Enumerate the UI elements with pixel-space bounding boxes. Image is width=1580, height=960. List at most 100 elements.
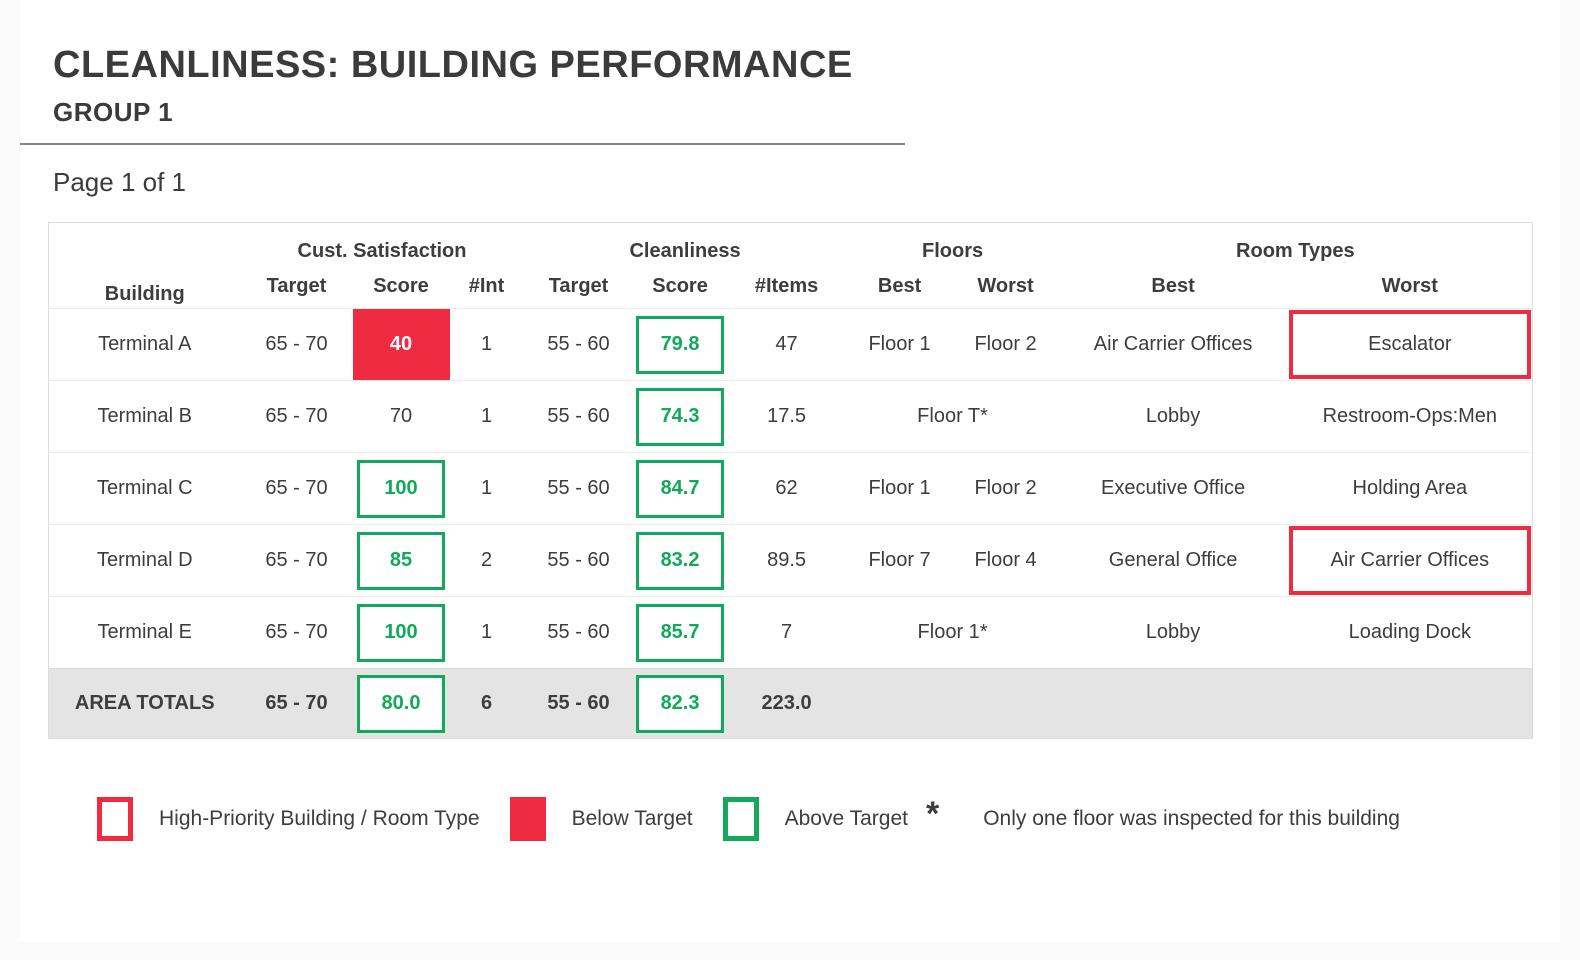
totals-cs-score-cell: 80.0 xyxy=(352,668,450,739)
group-header-floors: Floors xyxy=(922,239,984,262)
floor-best-cell: Floor 7 xyxy=(846,524,953,597)
num-items-cell: 62 xyxy=(726,452,847,525)
cl-target-cell: 55 - 60 xyxy=(523,524,634,597)
totals-cl-target-cell: 55 - 60 xyxy=(523,668,634,739)
room-best-cell: Executive Office xyxy=(1058,452,1288,525)
room-worst-cell: Restroom-Ops:Men xyxy=(1287,380,1533,453)
above-target-badge: 100 xyxy=(357,603,445,662)
col-header-floors-best: Best xyxy=(877,274,922,297)
cl-score-cell: 85.7 xyxy=(633,596,727,669)
floor-worst-cell: Floor 4 xyxy=(952,524,1059,597)
col-header-rooms-best: Best xyxy=(1151,274,1195,297)
col-header-num-inspections: #Int xyxy=(468,274,505,297)
header-group-row: Building Cust. Satisfaction Cleanliness … xyxy=(49,223,1533,306)
num-inspections-cell: 1 xyxy=(449,452,524,525)
legend: High-Priority Building / Room Type Below… xyxy=(97,797,1560,841)
cl-target-cell: 55 - 60 xyxy=(523,452,634,525)
header-sub-row: Target Score #Int Target Score #Items Be… xyxy=(49,265,1533,309)
room-best-cell: General Office xyxy=(1058,524,1288,597)
num-items-cell: 7 xyxy=(726,596,847,669)
green-outline-swatch-icon xyxy=(722,797,759,841)
building-cell: Terminal E xyxy=(48,596,241,669)
table-row-terminal-c: Terminal C 65 - 70 100 1 55 - 60 84.7 62… xyxy=(48,452,1533,525)
cs-score-cell: 85 xyxy=(352,524,450,597)
group-header-cleanliness: Cleanliness xyxy=(629,239,741,262)
cs-score-cell: 40 xyxy=(352,308,450,381)
floor-combined-cell: Floor 1* xyxy=(846,596,1059,669)
cs-score-cell: 100 xyxy=(352,452,450,525)
title-block: CLEANLINESS: BUILDING PERFORMANCE GROUP … xyxy=(20,0,1560,125)
room-best-cell: Lobby xyxy=(1058,380,1288,453)
above-target-badge: 84.7 xyxy=(636,459,725,518)
room-worst-cell: Holding Area xyxy=(1287,452,1533,525)
floor-worst-cell: Floor 2 xyxy=(952,308,1059,381)
page-title: CLEANLINESS: BUILDING PERFORMANCE xyxy=(53,44,853,86)
building-cell: Terminal D xyxy=(48,524,241,597)
above-target-badge: 79.8 xyxy=(636,315,725,374)
room-worst-cell: Air Carrier Offices xyxy=(1287,524,1533,597)
num-inspections-cell: 2 xyxy=(449,524,524,597)
asterisk-note: Only one floor was inspected for this bu… xyxy=(983,807,1400,830)
page-indicator: Page 1 of 1 xyxy=(53,167,186,197)
cs-target-cell: 65 - 70 xyxy=(240,452,353,525)
num-items-cell: 47 xyxy=(726,308,847,381)
legend-item-above-target: Above Target xyxy=(722,797,908,841)
above-target-badge: 74.3 xyxy=(636,387,725,446)
above-target-badge: 83.2 xyxy=(636,531,725,590)
group-header-room-types: Room Types xyxy=(1236,239,1355,262)
legend-item-below-target: Below Target xyxy=(509,797,693,841)
col-header-rooms-worst: Worst xyxy=(1381,274,1438,297)
table-header: Building Cust. Satisfaction Cleanliness … xyxy=(49,223,1533,309)
col-header-building: Building xyxy=(104,283,185,305)
high-priority-badge: Escalator xyxy=(1288,310,1532,379)
num-items-cell: 89.5 xyxy=(726,524,847,597)
building-cell: Terminal B xyxy=(48,380,241,453)
group-header-cust-satisfaction: Cust. Satisfaction xyxy=(297,239,467,262)
red-outline-swatch-icon xyxy=(97,797,133,841)
room-worst-cell: Loading Dock xyxy=(1287,596,1533,669)
col-header-num-items: #Items xyxy=(754,274,819,297)
col-header-cl-score: Score xyxy=(652,274,708,297)
cl-target-cell: 55 - 60 xyxy=(523,380,634,453)
totals-cl-score-cell: 82.3 xyxy=(633,668,727,739)
num-items-cell: 17.5 xyxy=(726,380,847,453)
above-target-badge: 80.0 xyxy=(357,674,445,733)
totals-row: AREA TOTALS 65 - 70 80.0 6 55 - 60 82.3 … xyxy=(48,668,1533,739)
cs-target-cell: 65 - 70 xyxy=(240,308,353,381)
cl-score-cell: 83.2 xyxy=(633,524,727,597)
cl-score-cell: 79.8 xyxy=(633,308,727,381)
high-priority-badge: Air Carrier Offices xyxy=(1288,526,1532,595)
cs-score-cell: 70 xyxy=(352,380,450,453)
cs-target-cell: 65 - 70 xyxy=(240,596,353,669)
legend-item-asterisk-note: * Only one floor was inspected for this … xyxy=(908,797,1400,831)
above-target-badge: 85 xyxy=(357,531,445,590)
title-divider xyxy=(20,143,905,145)
floor-best-cell: Floor 1 xyxy=(846,308,953,381)
floor-worst-cell: Floor 2 xyxy=(952,452,1059,525)
table-row-terminal-e: Terminal E 65 - 70 100 1 55 - 60 85.7 7 … xyxy=(48,596,1533,669)
cs-target-cell: 65 - 70 xyxy=(240,524,353,597)
page-subtitle: GROUP 1 xyxy=(53,97,174,127)
legend-label: Above Target xyxy=(784,807,908,830)
num-inspections-cell: 1 xyxy=(449,596,524,669)
room-worst-cell: Escalator xyxy=(1287,308,1533,381)
totals-cs-target-cell: 65 - 70 xyxy=(240,668,353,739)
table-row-terminal-a: Terminal A 65 - 70 40 1 55 - 60 79.8 47 … xyxy=(48,308,1533,381)
table-row-terminal-d: Terminal D 65 - 70 85 2 55 - 60 83.2 89.… xyxy=(48,524,1533,597)
report-page: CLEANLINESS: BUILDING PERFORMANCE GROUP … xyxy=(20,0,1560,942)
room-best-cell: Lobby xyxy=(1058,596,1288,669)
num-inspections-cell: 1 xyxy=(449,380,524,453)
cl-target-cell: 55 - 60 xyxy=(523,308,634,381)
totals-num-items-cell: 223.0 xyxy=(726,668,847,739)
col-header-cs-target: Target xyxy=(266,274,327,297)
totals-label: AREA TOTALS xyxy=(48,668,241,739)
above-target-badge: 100 xyxy=(357,459,445,518)
cs-score-cell: 100 xyxy=(352,596,450,669)
legend-label: Below Target xyxy=(571,807,693,830)
col-header-floors-worst: Worst xyxy=(977,274,1034,297)
above-target-badge: 85.7 xyxy=(636,603,725,662)
cl-score-cell: 84.7 xyxy=(633,452,727,525)
totals-num-inspections-cell: 6 xyxy=(449,668,524,739)
floor-best-cell: Floor 1 xyxy=(846,452,953,525)
num-inspections-cell: 1 xyxy=(449,308,524,381)
